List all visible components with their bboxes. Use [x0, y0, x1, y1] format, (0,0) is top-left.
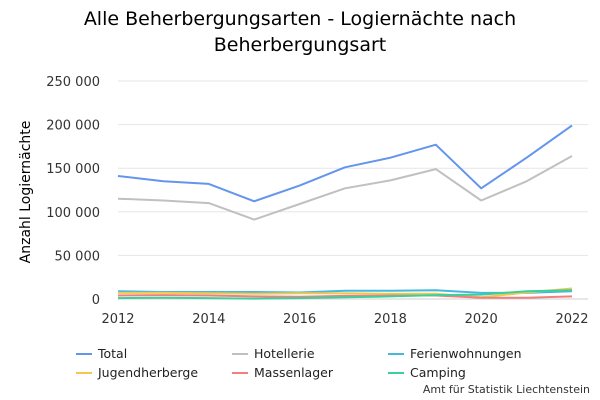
- y-tick-label: 250 000: [46, 75, 100, 90]
- legend-item-ferienwohnungen[interactable]: Ferienwohnungen: [388, 346, 522, 361]
- legend-item-jugendherberge[interactable]: Jugendherberge: [76, 365, 198, 380]
- y-tick-label: 50 000: [55, 249, 101, 264]
- legend-label: Massenlager: [254, 365, 333, 380]
- x-tick-label: 2014: [192, 312, 225, 327]
- chart-title-line-1: Alle Beherbergungsarten - Logiernächte n…: [83, 8, 517, 30]
- x-tick-label: 2012: [101, 312, 134, 327]
- series-line-hotellerie: [117, 155, 573, 221]
- legend-item-hotellerie[interactable]: Hotellerie: [232, 346, 315, 361]
- series-line-camping: [117, 289, 573, 300]
- legend-label: Hotellerie: [254, 346, 315, 361]
- y-tick-label: 150 000: [46, 162, 100, 177]
- legend-item-camping[interactable]: Camping: [388, 365, 466, 380]
- legend-swatch: [76, 371, 92, 374]
- series-line-jugendherberge: [118, 287, 573, 299]
- x-axis-ticks: 2012 2014 2016 2018 2020 2022: [101, 312, 588, 327]
- legend-swatch: [232, 352, 248, 355]
- legend-swatch: [232, 371, 248, 374]
- y-tick-label: 0: [92, 293, 100, 308]
- legend-label: Camping: [410, 365, 466, 380]
- series-line-massenlager: [117, 294, 573, 299]
- legend-label: Total: [98, 346, 128, 361]
- x-tick-label: 2016: [283, 312, 316, 327]
- x-tick-label: 2022: [555, 312, 588, 327]
- y-axis-ticks: 0 50 000 100 000 150 000 200 000 250 000: [46, 75, 100, 308]
- series-line-total: [117, 124, 573, 203]
- chart-title-line-2: Beherbergungsart: [213, 34, 387, 56]
- legend-swatch: [388, 371, 404, 374]
- legend-swatch: [388, 352, 404, 355]
- y-tick-label: 200 000: [46, 119, 100, 134]
- legend-label: Jugendherberge: [98, 365, 199, 380]
- series-lines: [117, 124, 573, 300]
- legend-swatch: [76, 352, 92, 355]
- legend-label: Ferienwohnungen: [410, 346, 522, 361]
- gridlines: [118, 80, 588, 300]
- x-tick-label: 2020: [465, 312, 498, 327]
- legend-item-total[interactable]: Total: [76, 346, 127, 361]
- source-credit: Amt für Statistik Liechtenstein: [422, 383, 590, 396]
- y-tick-label: 100 000: [46, 206, 100, 221]
- legend-item-massenlager[interactable]: Massenlager: [232, 365, 333, 380]
- y-axis-label: Anzahl Logiernächte: [18, 121, 34, 264]
- chart-title: Alle Beherbergungsarten - Logiernächte n…: [0, 6, 600, 58]
- x-tick-label: 2018: [374, 312, 407, 327]
